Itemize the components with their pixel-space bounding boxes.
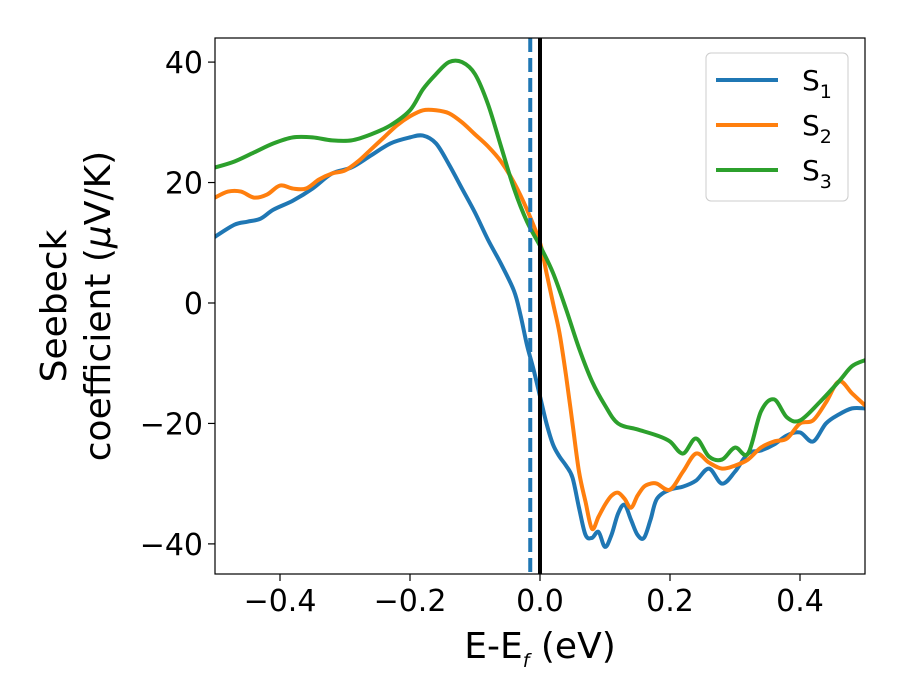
y-tick-label: −20 xyxy=(140,407,203,442)
x-axis-title: E-Ef (eV) xyxy=(464,626,616,672)
x-tick-label: 0.2 xyxy=(646,584,694,619)
x-tick-label: −0.4 xyxy=(244,584,317,619)
x-tick-label: −0.2 xyxy=(374,584,447,619)
y-tick-label: 40 xyxy=(165,46,203,81)
legend-label-s2: S2 xyxy=(802,109,832,148)
legend-label-s1: S1 xyxy=(802,64,832,103)
legend-label-s3: S3 xyxy=(802,154,832,193)
x-tick-label: 0.4 xyxy=(776,584,824,619)
series-line-s2 xyxy=(215,107,865,532)
y-tick-label: 0 xyxy=(184,287,203,322)
y-tick-label: 20 xyxy=(165,167,203,202)
x-tick-label: 0.0 xyxy=(516,584,564,619)
y-axis-title-line2: coefficient (μV/K) xyxy=(78,151,119,461)
legend: S1 S2 S3 xyxy=(705,52,849,202)
y-axis-title-line1: Seebeck xyxy=(34,229,75,382)
y-tick-label: −40 xyxy=(140,528,203,563)
series-line-s3 xyxy=(215,58,865,463)
